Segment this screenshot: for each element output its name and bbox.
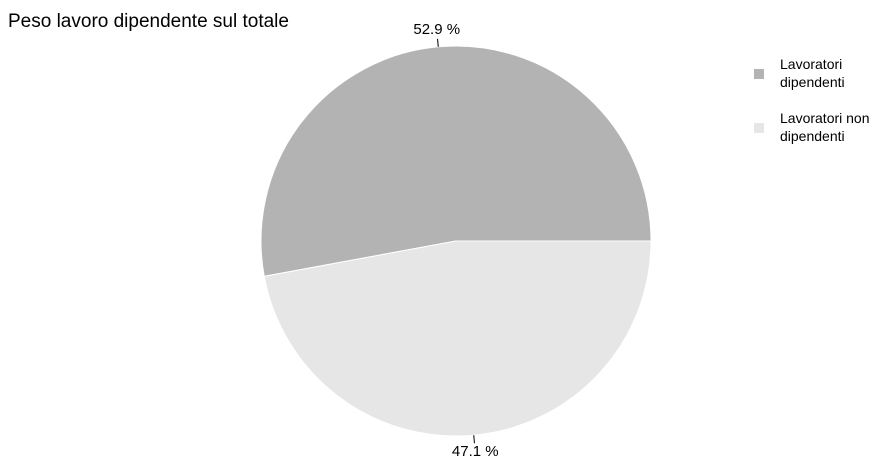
pie-slice: [260, 45, 652, 277]
leader-line: [473, 435, 475, 444]
legend-swatch: [754, 123, 764, 133]
legend-label: Lavoratori non dipendenti: [780, 110, 870, 144]
data-label: 47.1 %: [452, 443, 499, 460]
legend-swatch: [754, 69, 764, 79]
chart-title: Peso lavoro dipendente sul totale: [8, 11, 289, 32]
pie-slice: [263, 240, 652, 437]
data-label: 52.9 %: [413, 21, 460, 38]
leader-line: [437, 38, 439, 47]
legend-label: Lavoratori dipendenti: [780, 56, 845, 90]
